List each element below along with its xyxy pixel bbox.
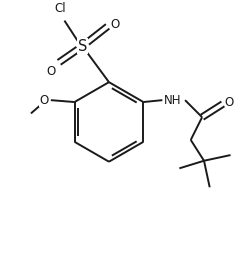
- Text: O: O: [225, 97, 234, 109]
- Text: O: O: [47, 65, 56, 78]
- Text: O: O: [40, 94, 49, 107]
- Text: O: O: [111, 18, 120, 31]
- Text: S: S: [78, 39, 87, 54]
- Text: NH: NH: [164, 94, 182, 107]
- Text: Cl: Cl: [54, 2, 66, 15]
